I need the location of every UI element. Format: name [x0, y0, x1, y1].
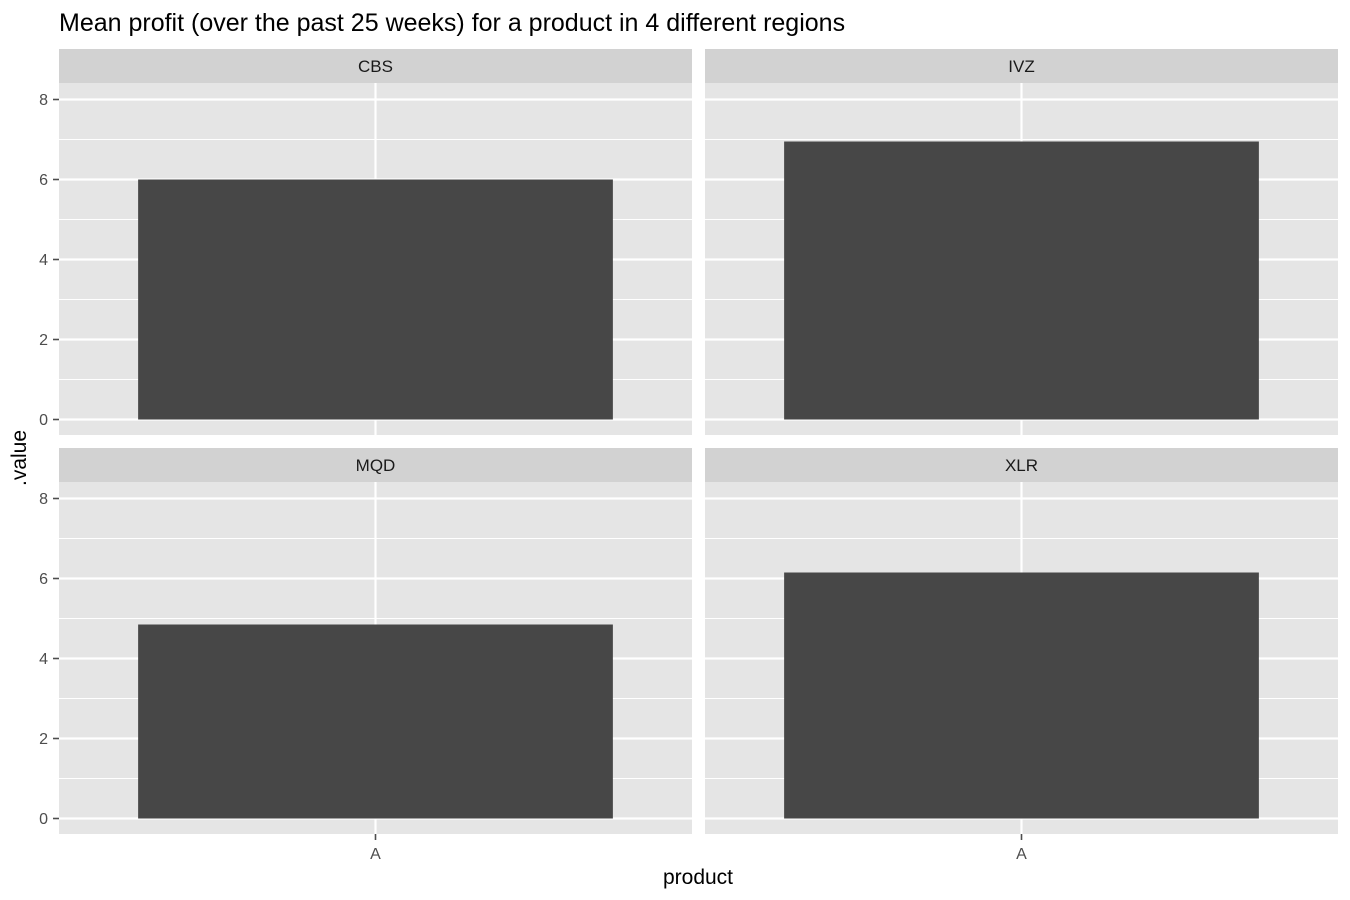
- y-tick-label: 4: [39, 252, 48, 269]
- x-tick-label: A: [370, 846, 381, 863]
- x-tick-label: A: [1016, 846, 1027, 863]
- bar-mqd-a: [138, 624, 613, 819]
- facet-panels: CBS 0 2 4 6 8 IVZ MQD 0 2 4 6 8 XLR: [39, 49, 1338, 834]
- y-tick-label: 8: [39, 92, 48, 109]
- y-tick-label: 6: [39, 172, 48, 189]
- y-tick-label: 0: [39, 412, 48, 429]
- y-tick-label: 2: [39, 731, 48, 748]
- y-axis-title: .value: [8, 430, 31, 486]
- facet-panel-cbs: CBS 0 2 4 6 8: [39, 49, 692, 435]
- y-tick-label: 8: [39, 491, 48, 508]
- facet-strip-label: XLR: [1005, 456, 1038, 475]
- facet-strip: [59, 49, 692, 83]
- y-tick-label: 6: [39, 571, 48, 588]
- facet-strip-label: IVZ: [1008, 57, 1034, 76]
- facet-panel-xlr: XLR: [705, 448, 1338, 834]
- facet-strip: [705, 49, 1338, 83]
- facet-strip: [59, 448, 692, 482]
- x-axis-title: product: [663, 866, 733, 889]
- bar-ivz-a: [784, 141, 1259, 420]
- y-tick-label: 4: [39, 651, 48, 668]
- y-tick-label: 0: [39, 811, 48, 828]
- y-tick-label: 2: [39, 332, 48, 349]
- facet-panel-ivz: IVZ: [705, 49, 1338, 435]
- facet-panel-mqd: MQD 0 2 4 6 8: [39, 448, 692, 834]
- facet-strip-label: CBS: [358, 57, 393, 76]
- chart-title: Mean profit (over the past 25 weeks) for…: [59, 9, 845, 37]
- bar-xlr-a: [784, 572, 1259, 819]
- bar-cbs-a: [138, 179, 613, 420]
- facet-strip-label: MQD: [356, 456, 396, 475]
- facet-strip: [705, 448, 1338, 482]
